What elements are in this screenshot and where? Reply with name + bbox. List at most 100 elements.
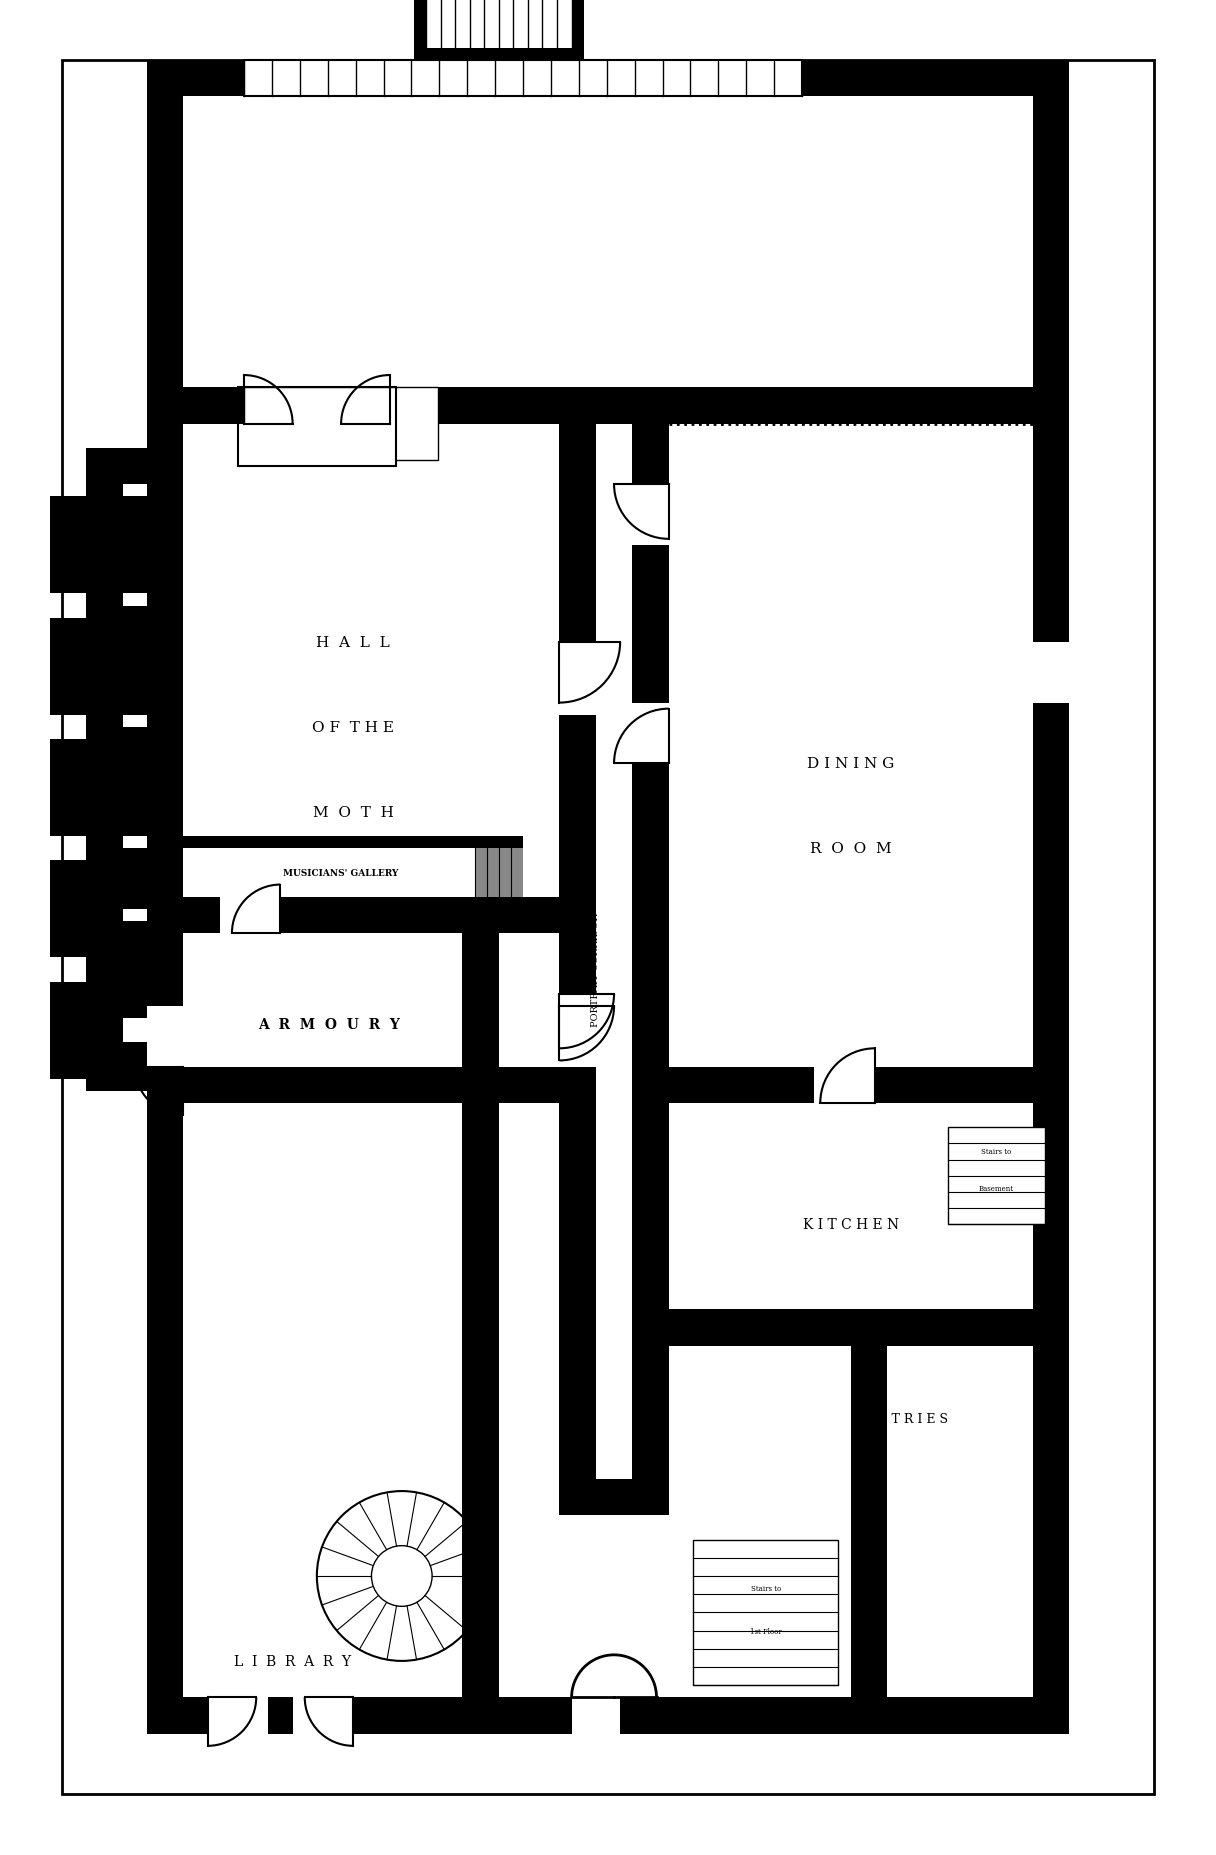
Bar xyxy=(208,1697,269,1734)
Bar xyxy=(147,388,899,425)
Text: K I T C H E N: K I T C H E N xyxy=(803,1217,899,1232)
Bar xyxy=(86,534,123,607)
Bar xyxy=(862,61,899,425)
Bar xyxy=(50,800,147,837)
Bar xyxy=(171,837,523,909)
Bar xyxy=(147,1005,184,1067)
Bar xyxy=(86,874,123,946)
Bar xyxy=(86,655,184,727)
Bar xyxy=(862,96,899,388)
Bar xyxy=(86,607,184,642)
Bar xyxy=(86,655,184,692)
Bar xyxy=(559,1005,596,1067)
Bar xyxy=(50,861,147,898)
Bar xyxy=(50,618,147,655)
Bar xyxy=(86,775,184,850)
Bar xyxy=(86,534,184,607)
Bar xyxy=(499,850,511,898)
Bar xyxy=(596,425,632,1478)
Bar xyxy=(244,61,803,96)
Bar xyxy=(244,61,803,96)
Text: H  A  L  L: H A L L xyxy=(316,636,390,649)
Bar xyxy=(559,425,596,1516)
Bar xyxy=(632,703,669,764)
Bar xyxy=(244,388,438,460)
Bar xyxy=(947,1128,1045,1224)
Bar xyxy=(244,388,293,425)
Bar xyxy=(86,534,184,569)
Text: M  O  T  H: M O T H xyxy=(313,805,394,820)
Bar xyxy=(1032,642,1093,703)
Bar xyxy=(293,1697,354,1734)
Bar xyxy=(559,425,596,933)
Text: L  I  B  R  A  R  Y: L I B R A R Y xyxy=(233,1655,351,1668)
Bar xyxy=(86,727,184,764)
Bar xyxy=(50,740,86,837)
Bar xyxy=(86,946,184,981)
Bar xyxy=(462,933,499,1104)
Bar xyxy=(1032,425,1069,1104)
Bar xyxy=(862,388,1069,425)
Text: P A N T R I E S: P A N T R I E S xyxy=(851,1412,947,1425)
Bar xyxy=(147,425,184,1734)
Bar xyxy=(851,1345,886,1734)
Bar xyxy=(220,898,281,933)
Bar xyxy=(50,740,147,775)
Bar xyxy=(632,1067,1069,1104)
Bar xyxy=(413,0,584,61)
Text: R  O  O  M: R O O M xyxy=(810,842,891,855)
Text: O F  T H E: O F T H E xyxy=(313,720,394,735)
Bar xyxy=(50,558,147,594)
Bar xyxy=(238,425,395,467)
Bar xyxy=(342,388,389,425)
Bar xyxy=(462,1067,499,1734)
Bar xyxy=(474,850,486,898)
Text: 1st Floor: 1st Floor xyxy=(750,1627,782,1634)
Bar xyxy=(147,61,899,96)
Bar xyxy=(86,981,184,1018)
Bar xyxy=(50,1043,147,1080)
Bar xyxy=(559,1478,669,1516)
Bar xyxy=(535,1697,693,1734)
Bar xyxy=(50,861,86,957)
Bar xyxy=(947,1128,1045,1224)
Bar xyxy=(815,1067,874,1104)
Bar xyxy=(511,850,523,898)
Bar xyxy=(50,497,86,594)
Bar xyxy=(559,994,596,1055)
Bar xyxy=(1032,61,1069,425)
Bar xyxy=(147,1697,559,1734)
Bar xyxy=(86,449,123,521)
Bar xyxy=(86,521,184,558)
Bar xyxy=(238,388,395,467)
Bar xyxy=(86,1055,184,1091)
Bar xyxy=(1032,642,1069,703)
Bar xyxy=(50,497,147,534)
Text: Stairs to: Stairs to xyxy=(750,1584,781,1592)
Bar xyxy=(86,850,184,885)
Bar xyxy=(147,61,184,425)
Bar xyxy=(559,642,596,716)
Bar xyxy=(899,96,1032,388)
Bar xyxy=(632,1697,1069,1734)
Bar xyxy=(86,775,184,812)
Bar xyxy=(50,618,86,716)
Bar xyxy=(86,874,184,946)
Bar xyxy=(86,449,184,484)
Bar xyxy=(693,1540,839,1684)
Text: Stairs to: Stairs to xyxy=(981,1148,1012,1156)
Bar xyxy=(184,96,862,388)
Bar xyxy=(86,449,184,521)
Bar xyxy=(632,1310,1069,1345)
Bar xyxy=(86,981,184,1055)
Text: A  R  M  O  U  R  Y: A R M O U R Y xyxy=(258,1018,400,1031)
Bar xyxy=(632,425,669,1516)
Bar xyxy=(86,981,123,1055)
Bar xyxy=(862,61,899,425)
Text: D I N I N G: D I N I N G xyxy=(807,757,894,772)
Bar xyxy=(147,1697,499,1734)
Bar xyxy=(50,679,147,716)
Bar xyxy=(862,61,1069,96)
Bar xyxy=(50,981,147,1018)
Bar xyxy=(184,850,511,898)
